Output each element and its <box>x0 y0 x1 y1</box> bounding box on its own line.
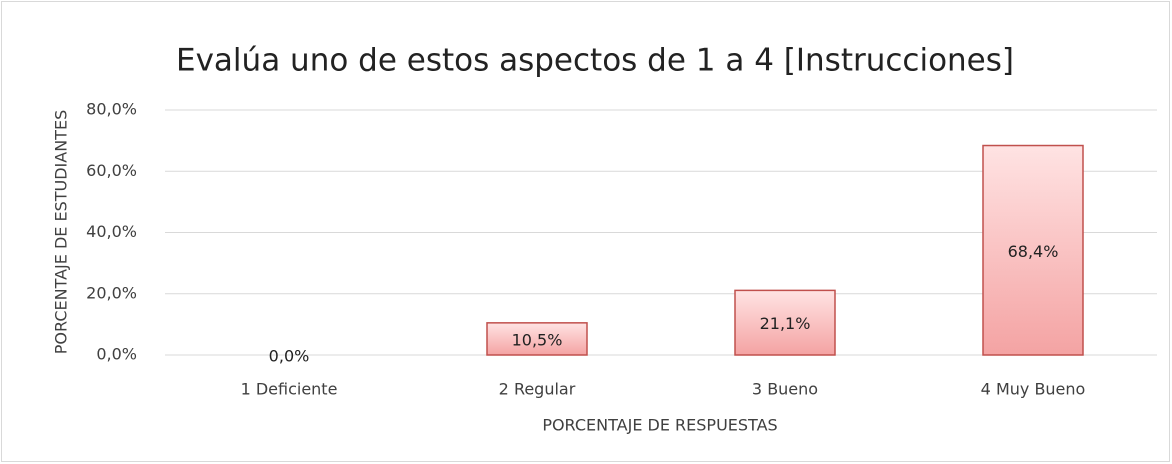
y-tick-label: 80,0% <box>86 100 137 119</box>
data-label: 10,5% <box>512 330 563 349</box>
x-tick-label: 4 Muy Bueno <box>981 380 1086 399</box>
data-label: 0,0% <box>269 347 310 366</box>
x-tick-label: 3 Bueno <box>752 380 818 399</box>
x-tick-label: 1 Deficiente <box>241 380 338 399</box>
chart-title: Evalúa uno de estos aspectos de 1 a 4 [I… <box>176 43 1014 79</box>
bar <box>734 289 836 356</box>
bar <box>486 322 588 356</box>
y-tick-label: 40,0% <box>86 222 137 241</box>
data-label: 68,4% <box>1008 242 1059 261</box>
y-axis-label: PORCENTAJE DE ESTUDIANTES <box>52 110 71 354</box>
x-axis-label: PORCENTAJE DE RESPUESTAS <box>542 416 777 435</box>
y-tick-label: 60,0% <box>86 161 137 180</box>
y-tick-label: 20,0% <box>86 283 137 302</box>
x-tick-label: 2 Regular <box>499 380 576 399</box>
y-tick-label: 0,0% <box>96 345 137 364</box>
bar <box>982 144 1084 356</box>
data-label: 21,1% <box>760 314 811 333</box>
